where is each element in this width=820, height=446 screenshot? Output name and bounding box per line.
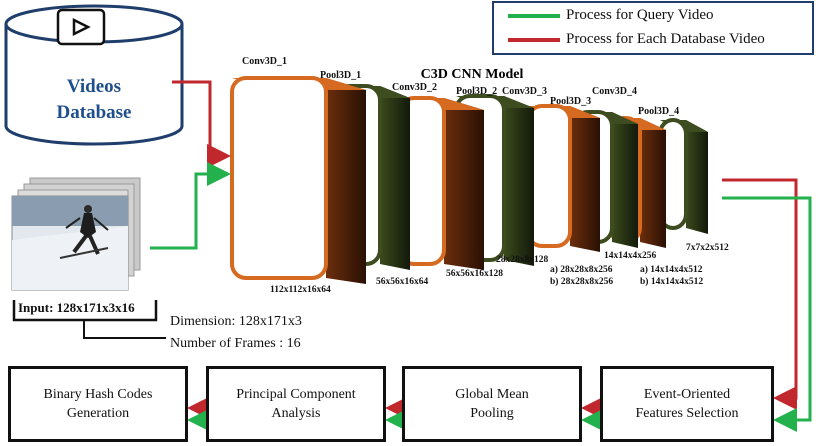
db-to-model-arrow: [172, 80, 231, 168]
legend-database-swatch: [508, 37, 560, 42]
layer-output-pool3d-2: 28x28x8x128: [496, 255, 549, 265]
layer-name-pool3d-2: Pool3D_2: [456, 86, 497, 97]
layer-side-face: [380, 86, 410, 270]
layer-name-conv3d-1: Conv3D_1: [242, 56, 287, 67]
layer-output-pool3d-1: 56x56x16x64: [376, 277, 429, 287]
layer-side-face: [326, 78, 366, 284]
database-label-1: Videos: [67, 76, 121, 97]
layer-name-conv3d-4: Conv3D_4: [592, 86, 637, 97]
layer-output-pool3d-4: 7x7x2x512: [686, 243, 729, 253]
global-mean-line2: Pooling: [470, 406, 514, 421]
skier-figure: [59, 205, 109, 259]
layer-output-pool3d-3: 14x14x4x256: [604, 251, 657, 261]
layer-name-pool3d-3: Pool3D_3: [550, 96, 591, 107]
pca-line2: Analysis: [271, 406, 321, 421]
global-mean-box: Global Mean Pooling: [402, 366, 582, 442]
global-mean-line1: Global Mean: [455, 387, 529, 402]
pca-box: Principal Component Analysis: [206, 366, 386, 442]
c3d-layers: Conv3D_1 112x112x16x64 Pool3D_1 56x56x16x64…: [230, 56, 729, 295]
layer-block-conv3d-3: [526, 104, 600, 252]
event-features-line2: Features Selection: [635, 406, 739, 421]
layer-output2-conv3d-3: b) 28x28x8x256: [550, 276, 613, 287]
event-features-line1: Event-Oriented: [643, 387, 731, 402]
layer-output-conv3d-2: 56x56x16x128: [446, 269, 503, 279]
layer-output-conv3d-4: a) 14x14x4x512: [640, 264, 703, 275]
layer-front-face: [526, 104, 572, 248]
layer-block-conv3d-2: [398, 96, 484, 270]
layer-output-conv3d-3: a) 28x28x8x256: [550, 264, 613, 275]
layer-side-face: [612, 112, 638, 248]
video-icon-frame: [56, 8, 106, 46]
model-to-feature-query-arrow: [722, 196, 812, 432]
layer-side-face: [686, 120, 708, 234]
layer-output2-conv3d-4: b) 14x14x4x512: [640, 276, 703, 287]
layer-name-pool3d-1: Pool3D_1: [320, 70, 361, 81]
layer-block-pool3d-4: [658, 118, 708, 234]
legend-database-label: Process for Each Database Video: [566, 31, 765, 47]
query-to-model-arrow: [150, 162, 231, 250]
layer-front-face: [230, 76, 328, 280]
input-bracket-leader: [83, 320, 166, 339]
legend-query-swatch: [508, 13, 560, 18]
input-dimension: Dimension: 128x171x3: [170, 314, 302, 329]
input-frames-stack: [11, 177, 141, 291]
videos-database: Videos Database: [4, 4, 184, 146]
legend-query-label: Process for Query Video: [566, 7, 714, 23]
layer-name-conv3d-3: Conv3D_3: [502, 86, 547, 97]
pca-line1: Principal Component: [236, 387, 356, 402]
input-label: Input: 128x171x3x16: [18, 300, 135, 315]
legend-query: Process for Query Video: [508, 7, 714, 24]
model-title: C3D CNN Model: [421, 67, 524, 82]
layer-block-conv3d-1: [230, 76, 366, 284]
database-label-2: Database: [57, 102, 132, 123]
input-frames: Number of Frames : 16: [170, 336, 301, 351]
layer-side-face: [640, 118, 666, 248]
legend: Process for Query Video Process for Each…: [492, 1, 814, 55]
legend-database: Process for Each Database Video: [508, 31, 765, 48]
layer-side-face: [570, 106, 600, 252]
binary-hash-line2: Generation: [66, 406, 130, 421]
model-to-feature-db-arrow: [722, 178, 798, 410]
layer-output-conv3d-1: 112x112x16x64: [270, 285, 331, 295]
layer-name-pool3d-4: Pool3D_4: [638, 106, 679, 117]
play-icon: [72, 17, 91, 37]
binary-hash-box: Binary Hash Codes Generation: [8, 366, 188, 442]
binary-hash-line1: Binary Hash Codes: [43, 387, 153, 402]
event-features-box: Event-Oriented Features Selection: [600, 366, 774, 442]
layer-side-face: [444, 98, 484, 270]
layer-name-conv3d-2: Conv3D_2: [392, 82, 437, 93]
layer-side-face: [504, 96, 534, 266]
